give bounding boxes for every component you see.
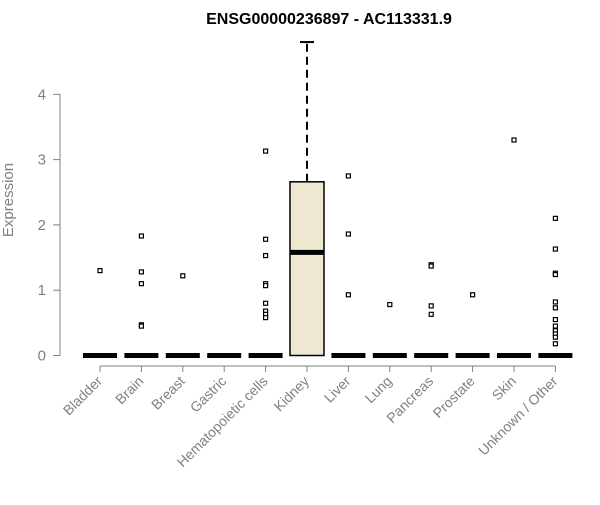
box-bladder (83, 268, 117, 358)
outlier-point (428, 263, 434, 269)
outlier-point (552, 305, 559, 311)
outlier-point (552, 341, 559, 347)
box-liver (331, 173, 366, 358)
x-tick-label: Bladder (60, 373, 106, 419)
x-tick-label: Kidney (271, 373, 313, 415)
x-tick-label: Skin (489, 373, 520, 404)
y-axis-label: Expression (0, 163, 17, 237)
outlier-point (552, 316, 559, 323)
outlier-point (97, 268, 103, 274)
box-lung (372, 301, 407, 358)
outlier-point (387, 301, 393, 308)
x-tick-label: Brain (112, 373, 146, 407)
outlier-point (263, 283, 269, 289)
outlier-point (552, 215, 559, 221)
x-tick-label: Liver (321, 373, 354, 406)
box-series (83, 41, 573, 358)
box-kidney (289, 41, 325, 357)
y-tick-label: 1 (38, 282, 46, 299)
outlier-point (263, 148, 269, 154)
x-tick-label: Lung (362, 373, 395, 406)
outlier-point (552, 323, 559, 329)
box-pancreas (414, 262, 449, 358)
outlier-point (552, 246, 559, 252)
outlier-point (138, 233, 144, 239)
y-tick-label: 3 (38, 152, 46, 169)
outlier-point (263, 300, 269, 306)
outlier-point (470, 292, 476, 298)
outlier-point (180, 273, 186, 279)
x-tick-label: Prostate (430, 373, 478, 421)
y-tick-label: 4 (38, 86, 46, 103)
outlier-point (345, 292, 351, 298)
y-axis: 0 1 2 3 4 (38, 86, 61, 365)
outlier-point (138, 323, 144, 329)
box-breast (165, 273, 200, 358)
y-tick-label: 2 (38, 217, 46, 234)
outlier-point (138, 281, 144, 287)
chart-title: ENSG00000236897 - AC113331.9 (206, 11, 452, 28)
box-body (289, 181, 325, 357)
y-tick-label: 0 (38, 348, 46, 365)
outlier-point (345, 173, 351, 179)
box-skin (497, 137, 531, 358)
outlier-point (428, 311, 434, 317)
box-prostate (455, 292, 490, 358)
outlier-point (552, 334, 559, 340)
box-brain (124, 233, 159, 358)
outlier-point (263, 236, 269, 242)
outlier-point (511, 137, 517, 143)
outlier-point (138, 269, 144, 275)
outlier-point (263, 315, 269, 321)
box-unknown-other (538, 215, 573, 358)
outlier-point (552, 299, 559, 305)
x-tick-label: Breast (148, 373, 188, 413)
outlier-point (263, 252, 269, 259)
x-tick-label: Unknown / Other (475, 373, 561, 459)
outlier-point (428, 303, 434, 309)
outlier-point (552, 271, 559, 278)
box-hematopoietic-cells (248, 148, 283, 358)
outlier-point (345, 231, 351, 237)
